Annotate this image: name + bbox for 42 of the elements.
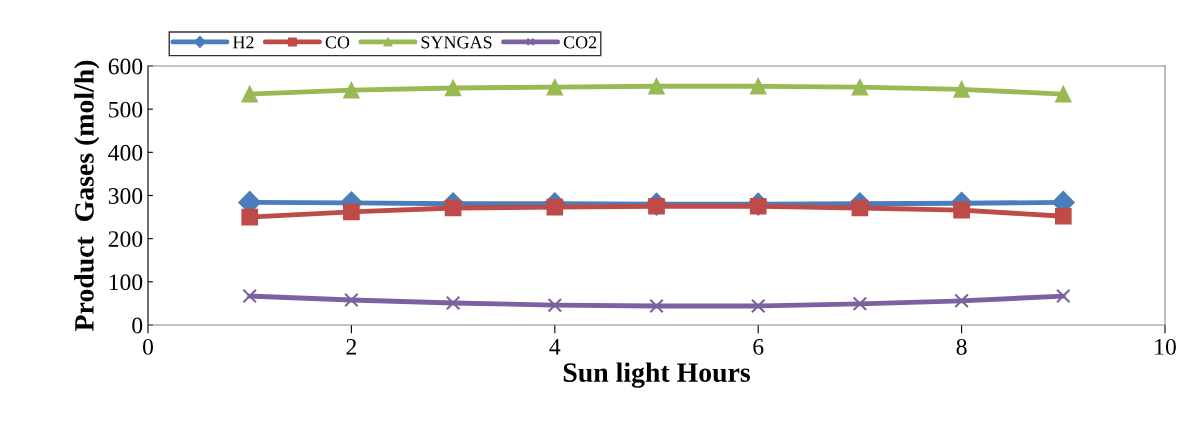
x-tick-label: 10 [1155, 338, 1176, 355]
point [241, 85, 259, 103]
legend-label: SYNGAS [421, 36, 492, 49]
legend-label: CO2 [563, 36, 597, 49]
point [1054, 207, 1072, 225]
y-tick-label: 300 [108, 187, 143, 204]
point [445, 295, 461, 311]
point [648, 77, 665, 95]
x-tick-label: 2 [346, 338, 356, 355]
point [954, 293, 969, 309]
point [953, 201, 970, 219]
y-tick-label: 100 [109, 274, 143, 291]
x-tick-label: 6 [753, 338, 764, 355]
x-axis-title: Sun light Hours [563, 362, 750, 388]
point [649, 298, 664, 314]
y-tick-label: 0 [132, 317, 143, 334]
point [444, 79, 462, 97]
point [546, 78, 564, 96]
y-axis-title: Product Gases (mol/h) [74, 60, 100, 331]
point [953, 80, 970, 98]
y-tick-label: 500 [109, 101, 143, 118]
point [242, 288, 257, 304]
y-tick-label: 400 [108, 144, 143, 161]
point [547, 297, 563, 313]
point [343, 81, 360, 99]
y-tick-label: 600 [108, 58, 143, 75]
x-tick-label: 4 [549, 339, 561, 355]
y-tick-label: 200 [108, 231, 143, 248]
point [444, 199, 462, 217]
point [344, 292, 359, 308]
legend-label: CO [325, 36, 350, 49]
x-tick-label: 8 [956, 338, 967, 355]
point [852, 296, 868, 312]
point [750, 298, 766, 314]
point [1056, 288, 1071, 304]
point [241, 208, 259, 226]
legend-label: H2 [232, 36, 254, 49]
point [343, 203, 360, 221]
point [1054, 85, 1072, 103]
point [851, 78, 869, 96]
point [851, 199, 869, 217]
point [749, 77, 767, 95]
